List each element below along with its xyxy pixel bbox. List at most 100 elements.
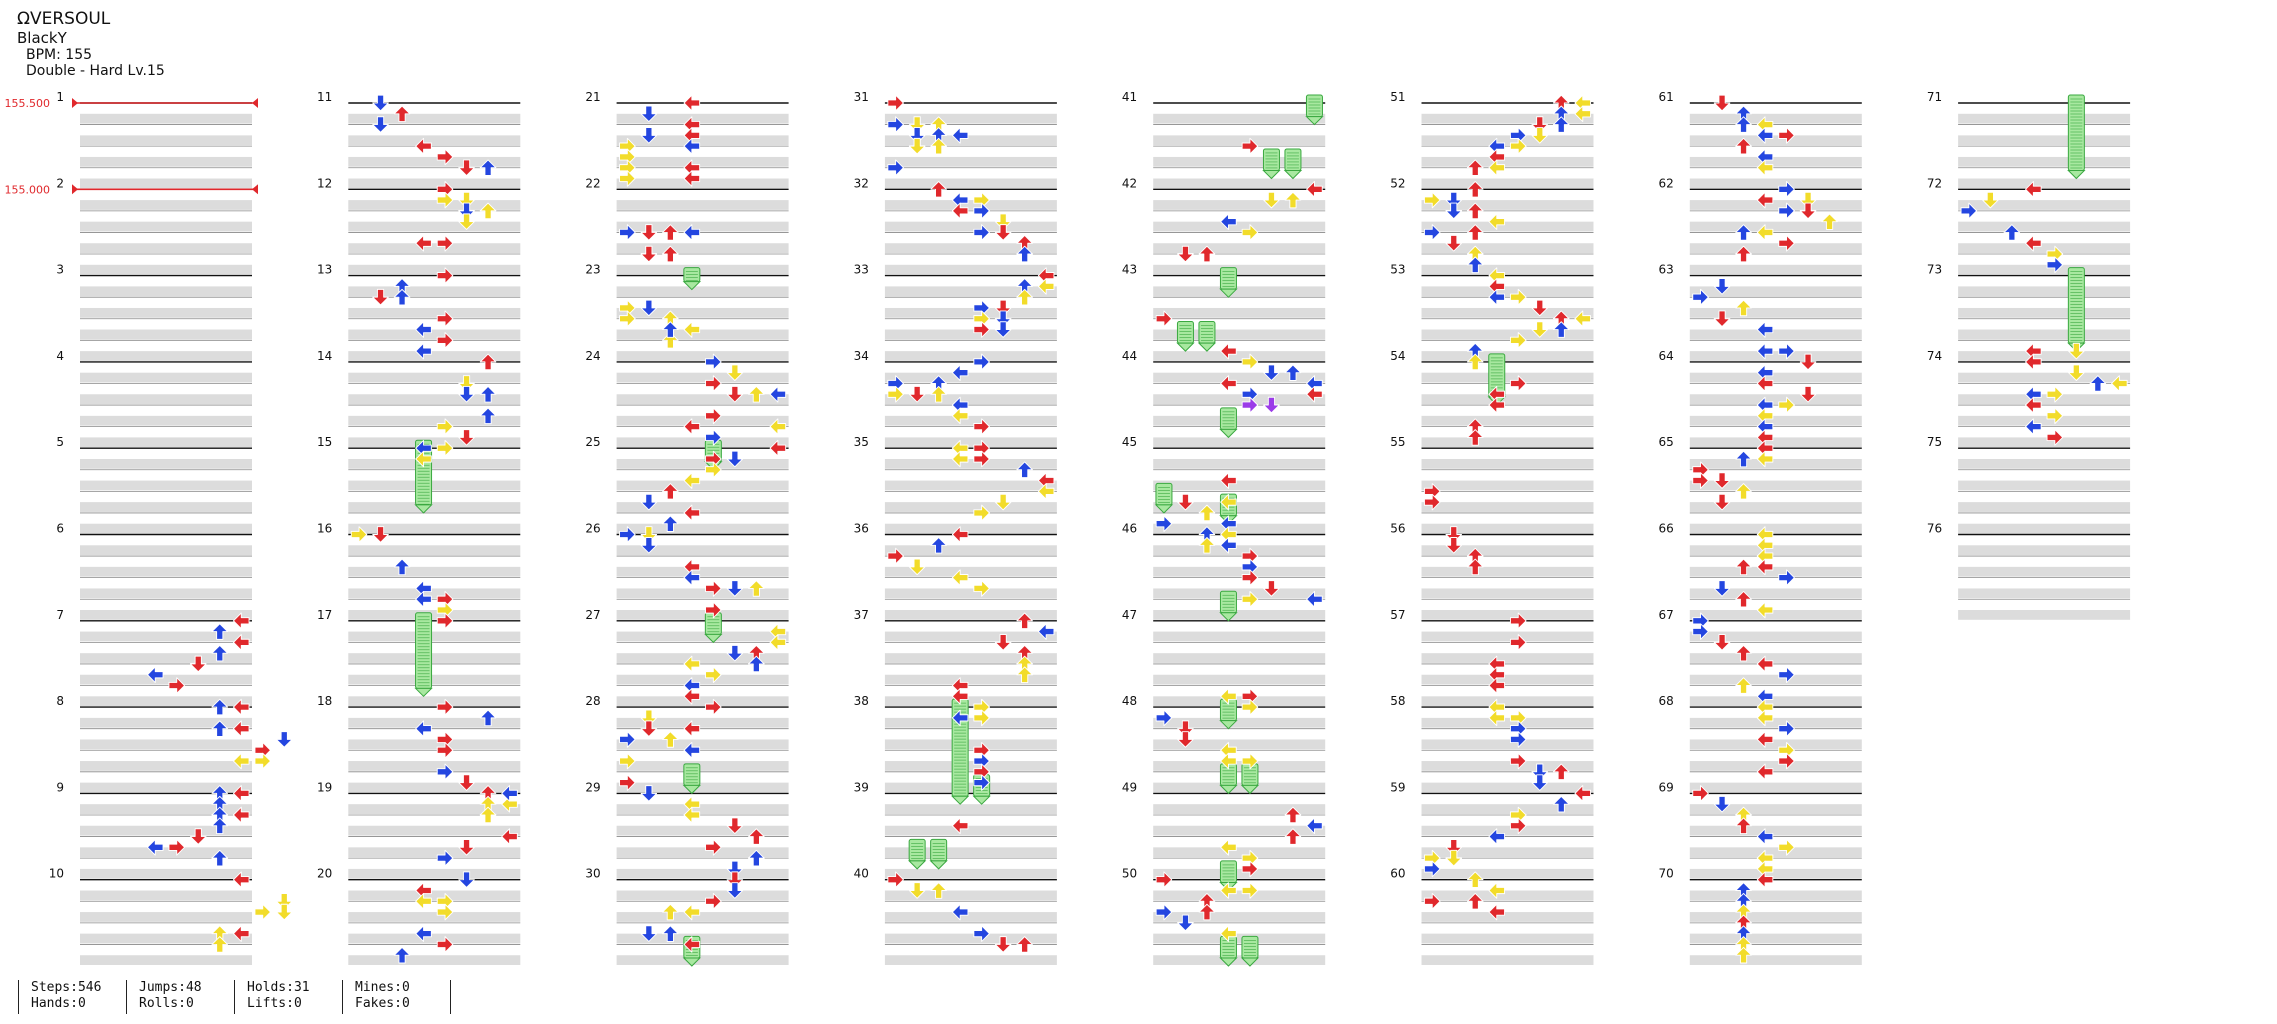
staff-stripe <box>1153 480 1326 491</box>
step-arrow <box>930 537 947 554</box>
staff-stripe <box>1153 372 1326 383</box>
step-arrow <box>887 547 904 565</box>
staff-stripe <box>1153 610 1326 620</box>
arrow-shape <box>1220 213 1237 230</box>
arrow-shape <box>275 903 293 921</box>
arrow-shape <box>1713 310 1731 328</box>
step-arrow <box>973 353 990 371</box>
step-arrow <box>1756 127 1774 144</box>
step-arrow <box>275 903 293 921</box>
step-arrow <box>479 806 497 824</box>
measure-number: 26 <box>585 522 600 536</box>
staff-stripe <box>1421 458 1594 469</box>
measure-number: 70 <box>1659 867 1674 881</box>
step-arrow <box>973 224 990 241</box>
arrow-shape <box>189 828 207 845</box>
step-arrow <box>1241 698 1259 716</box>
arrow-shape <box>1177 731 1194 748</box>
arrow-shape <box>372 94 389 112</box>
arrow-shape <box>1713 795 1731 813</box>
arrow-shape <box>1220 925 1237 942</box>
staff-stripe <box>348 739 521 750</box>
arrow-shape <box>1552 795 1570 813</box>
arrow-shape <box>479 353 497 371</box>
step-arrow <box>1713 472 1731 489</box>
staff-stripe <box>616 178 789 189</box>
step-arrow <box>458 375 475 392</box>
staff-stripe <box>1689 868 1862 879</box>
arrow-shape <box>1284 806 1302 824</box>
staff-stripe <box>1421 804 1594 814</box>
step-arrow <box>458 774 475 791</box>
step-arrow <box>1198 537 1216 554</box>
arrow-shape <box>458 213 475 230</box>
bpm-change-label: 155.000 <box>5 183 51 196</box>
measure-number: 12 <box>317 176 332 190</box>
step-arrow <box>1735 483 1752 500</box>
arrow-shape <box>2025 353 2042 371</box>
step-arrow <box>1799 385 1817 403</box>
step-arrow <box>211 849 229 867</box>
arrow-shape <box>705 461 722 479</box>
staff-stripe <box>1958 394 2131 405</box>
staff-stripe <box>884 545 1057 556</box>
step-arrow <box>1423 191 1441 209</box>
chart-header: ΩVERSOUL BlackY BPM: 155 Double - Hard L… <box>17 9 165 79</box>
step-arrow <box>1466 893 1484 910</box>
hold-tail <box>1197 342 1217 352</box>
step-arrow <box>726 644 744 662</box>
measure-number: 31 <box>854 90 869 104</box>
arrow-shape <box>211 936 229 953</box>
staff-stripe <box>1421 156 1594 167</box>
hold-tail <box>1262 170 1281 180</box>
staff-stripe <box>1958 523 2131 534</box>
step-arrow <box>1220 472 1237 489</box>
arrow-shape <box>1756 191 1774 209</box>
staff-stripe <box>348 825 521 836</box>
measure-number: 41 <box>1122 90 1137 104</box>
arrow-shape <box>2111 375 2128 392</box>
step-arrow <box>1177 720 1194 737</box>
step-arrow <box>951 127 969 144</box>
staff-stripe <box>1153 502 1326 512</box>
step-arrow <box>726 580 744 597</box>
staff-stripe <box>1958 113 2131 124</box>
step-arrow <box>2068 342 2085 360</box>
arrow-shape <box>1509 375 1527 392</box>
arrow-shape <box>887 547 904 565</box>
arrow-shape <box>1531 116 1549 133</box>
arrow-shape <box>726 882 744 899</box>
staff-stripe <box>884 415 1057 426</box>
arrow-shape <box>1220 752 1237 770</box>
step-arrow <box>1488 882 1506 899</box>
staff-stripe <box>616 696 789 707</box>
step-arrow <box>1735 946 1752 964</box>
step-arrow <box>458 871 475 888</box>
arrow-shape <box>458 871 475 888</box>
step-arrow <box>458 159 475 176</box>
arrow-shape <box>619 310 636 328</box>
staff-stripe <box>1421 912 1594 922</box>
step-arrow <box>232 785 250 802</box>
arrow-shape <box>683 472 701 489</box>
arrow-shape <box>1552 321 1570 338</box>
arrow-shape <box>254 903 272 921</box>
step-arrow <box>1220 493 1237 511</box>
staff-stripe <box>1689 588 1862 599</box>
step-arrow <box>1177 731 1194 748</box>
step-arrow <box>1574 310 1592 328</box>
step-arrow <box>951 688 969 705</box>
staff-stripe <box>1689 631 1862 642</box>
step-arrow <box>748 828 765 845</box>
step-arrow <box>372 94 389 112</box>
step-arrow <box>1735 817 1752 835</box>
step-arrow <box>1488 709 1506 727</box>
staff-stripe <box>1153 437 1326 448</box>
staff-stripe <box>348 437 521 448</box>
step-arrow <box>748 580 765 597</box>
step-arrow <box>1488 903 1506 921</box>
measure-number: 38 <box>854 694 869 708</box>
arrow-shape <box>501 828 518 845</box>
arrow-shape <box>232 925 250 942</box>
staff-stripe <box>884 868 1057 879</box>
